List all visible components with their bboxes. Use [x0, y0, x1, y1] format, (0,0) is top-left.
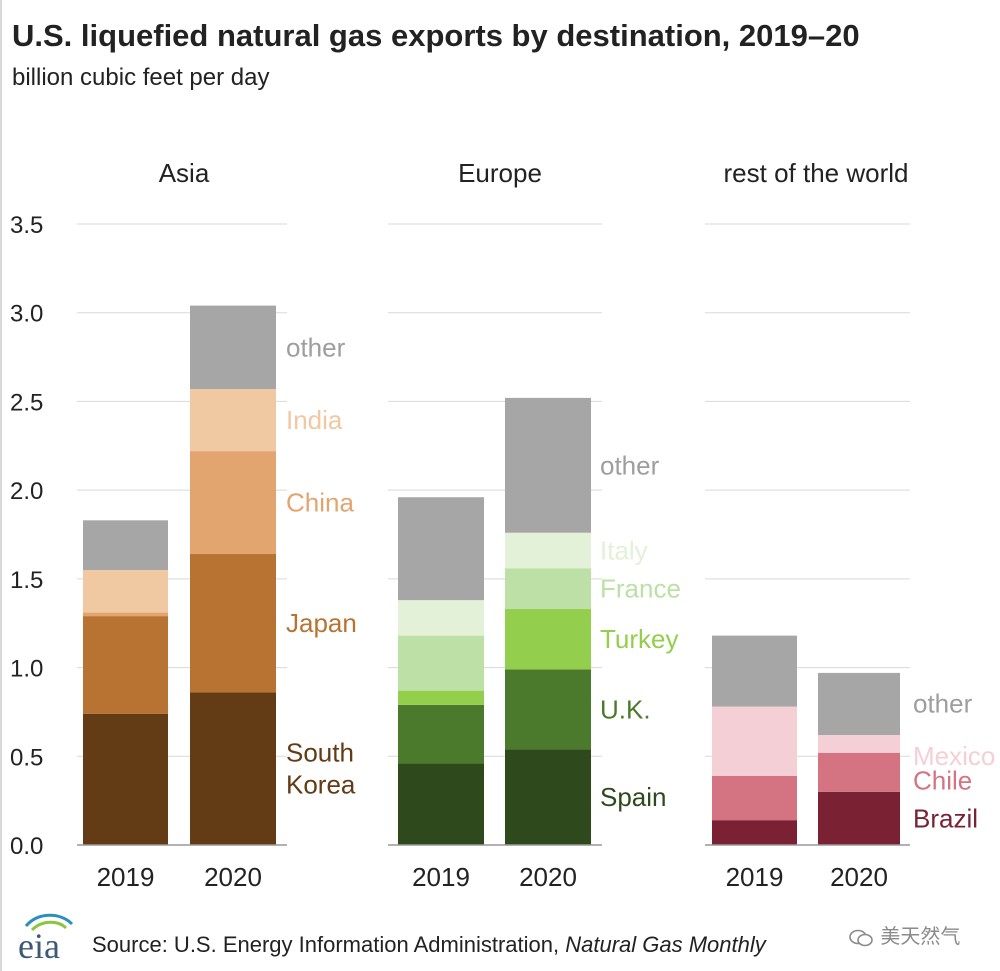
- eia-logo-arc-green: [30, 920, 68, 932]
- panel-title: rest of the world: [724, 158, 909, 188]
- x-tick-label: 2020: [204, 862, 262, 892]
- bar-segment-spain: [398, 763, 484, 845]
- series-label-spain: Spain: [600, 782, 667, 812]
- series-label-line: other: [286, 332, 346, 362]
- eia-logo-arc-blue: [24, 913, 74, 928]
- bar-segment-brazil: [712, 820, 797, 845]
- bar-segment-india: [83, 569, 168, 613]
- source-note: Source: U.S. Energy Information Administ…: [92, 932, 766, 958]
- bar-segment-mexico: [818, 734, 900, 753]
- y-tick-label: 3.5: [10, 212, 43, 239]
- bar-segment-brazil: [818, 791, 900, 845]
- series-label-line: Brazil: [913, 803, 978, 833]
- chart-title: U.S. liquefied natural gas exports by de…: [12, 18, 860, 53]
- series-label-japan: Japan: [286, 608, 357, 638]
- bar-segment-italy: [505, 532, 591, 569]
- bar-segment-other: [83, 520, 168, 570]
- bar-segment-other: [818, 672, 900, 735]
- series-label-line: Spain: [600, 782, 667, 812]
- bar-segment-china: [190, 451, 276, 555]
- y-tick-label: 1.0: [10, 656, 43, 683]
- series-label-line: Japan: [286, 608, 357, 638]
- bar-segment-other: [398, 497, 484, 601]
- series-label-line: Turkey: [600, 624, 679, 654]
- series-label-line: Korea: [286, 770, 356, 800]
- series-label-chile: Chile: [913, 765, 972, 795]
- series-label-brazil: Brazil: [913, 803, 978, 833]
- series-label-line: France: [600, 574, 681, 604]
- bar-segment-u-k-: [505, 669, 591, 750]
- y-tick-label: 2.0: [10, 478, 43, 505]
- eia-logo: eia: [18, 913, 74, 966]
- footer: eia Source: U.S. Energy Information Admi…: [12, 910, 992, 966]
- y-tick-label: 2.5: [10, 389, 43, 416]
- x-tick-label: 2020: [519, 862, 577, 892]
- y-tick-label: 1.5: [10, 567, 43, 594]
- y-tick-label: 0.0: [10, 833, 43, 860]
- series-label-india: India: [286, 405, 343, 435]
- source-prefix: Source: U.S. Energy Information Administ…: [92, 932, 566, 957]
- bar-segment-other: [712, 635, 797, 707]
- bar-segment-italy: [398, 600, 484, 636]
- bar-segment-south-korea: [83, 713, 168, 845]
- y-tick-label: 3.0: [10, 301, 43, 328]
- series-label-line: Chile: [913, 765, 972, 795]
- series-label-turkey: Turkey: [600, 624, 679, 654]
- x-tick-label: 2020: [830, 862, 888, 892]
- series-label-other: other: [286, 332, 346, 362]
- left-border: [0, 0, 2, 971]
- bar-segment-france: [505, 568, 591, 610]
- series-label-other: other: [913, 689, 973, 719]
- bar-segment-u-k-: [398, 704, 484, 764]
- source-publication: Natural Gas Monthly: [565, 932, 766, 957]
- bar-segment-spain: [505, 749, 591, 845]
- bar-segment-turkey: [505, 609, 591, 670]
- series-label-mexico: Mexico: [913, 741, 995, 771]
- bar-segment-japan: [83, 616, 168, 714]
- bar-segment-france: [398, 635, 484, 691]
- x-tick-label: 2019: [97, 862, 155, 892]
- series-label-u-k-: U.K.: [600, 694, 651, 724]
- bar-segment-china: [83, 612, 168, 617]
- series-label-line: India: [286, 405, 343, 435]
- y-tick-label: 0.5: [10, 744, 43, 771]
- chat-bubble-icon: [849, 929, 873, 946]
- bar-segment-other: [505, 397, 591, 533]
- series-label-line: China: [286, 488, 354, 518]
- series-label-other: other: [600, 450, 660, 480]
- lng-exports-chart: 0.0 0.5 1.0 1.5 2.0 2.5 3.0 3.5 2019 2020 Asia Sout…: [10, 158, 995, 892]
- bar-segment-south-korea: [190, 692, 276, 845]
- series-label-line: South: [286, 738, 354, 768]
- series-label-line: U.K.: [600, 694, 651, 724]
- bar-segment-japan: [190, 554, 276, 693]
- watermark: 美天然气: [848, 920, 960, 949]
- panel-title: Europe: [458, 158, 542, 188]
- watermark-text: 美天然气: [880, 924, 961, 948]
- series-label-line: Mexico: [913, 741, 995, 771]
- series-label-line: Italy: [600, 535, 648, 565]
- eia-logo-text: eia: [18, 926, 60, 966]
- series-label-france: France: [600, 574, 681, 604]
- bar-segment-turkey: [398, 690, 484, 705]
- series-label-line: other: [600, 450, 660, 480]
- bar-segment-chile: [818, 752, 900, 792]
- series-label-china: China: [286, 488, 354, 518]
- x-tick-label: 2019: [412, 862, 470, 892]
- bar-segment-mexico: [712, 706, 797, 776]
- panel-title: Asia: [159, 158, 210, 188]
- bar-segment-other: [190, 305, 276, 390]
- series-label-line: other: [913, 689, 973, 719]
- bar-segment-chile: [712, 775, 797, 821]
- series-label-south-korea: South Korea: [286, 738, 356, 800]
- series-label-italy: Italy: [600, 535, 648, 565]
- bar-segment-india: [190, 389, 276, 452]
- x-tick-label: 2019: [726, 862, 784, 892]
- chart-subtitle: billion cubic feet per day: [12, 64, 270, 91]
